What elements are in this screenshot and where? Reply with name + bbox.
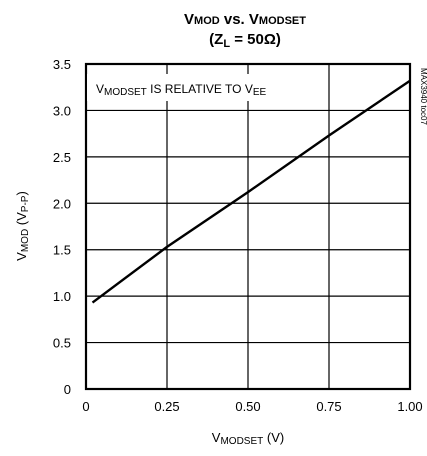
y-tick-label: 1.5 — [53, 243, 71, 258]
chart-title-line2: (ZL = 50Ω) — [209, 31, 281, 50]
chart-title-line1: VMOD vs. VMODSET — [184, 11, 306, 28]
x-tick-label: 0.25 — [154, 399, 179, 414]
annotation-box — [87, 74, 304, 101]
tick-labels: 0 0.25 0.50 0.75 1.00 0 0.5 1.0 1.5 2.0 2.5 3.0 3.5 — [53, 57, 423, 414]
series — [91, 79, 411, 304]
y-tick-label: 3.0 — [53, 103, 71, 118]
x-tick-label: 0.50 — [235, 399, 260, 414]
x-axis-label: VMODSET (V) — [212, 430, 284, 447]
x-tick-label: 0.75 — [316, 399, 341, 414]
y-axis-label: VMOD (VP-P) — [14, 191, 31, 261]
x-tick-label: 0 — [82, 399, 89, 414]
side-label: MAX3940 toc07 — [419, 68, 427, 125]
plot-frame — [84, 62, 412, 391]
y-tick-label: 2.5 — [53, 150, 71, 165]
y-tick-label: 2.0 — [53, 196, 71, 211]
x-tick-label: 1.00 — [397, 399, 422, 414]
grid — [86, 64, 410, 389]
y-tick-label: 0.5 — [53, 336, 71, 351]
series-line — [91, 79, 411, 304]
y-tick-label: 0 — [64, 382, 71, 397]
annotation-text: VMODSET IS RELATIVE TO VEE — [96, 82, 267, 98]
y-tick-label: 1.0 — [53, 289, 71, 304]
y-tick-label: 3.5 — [53, 57, 71, 72]
